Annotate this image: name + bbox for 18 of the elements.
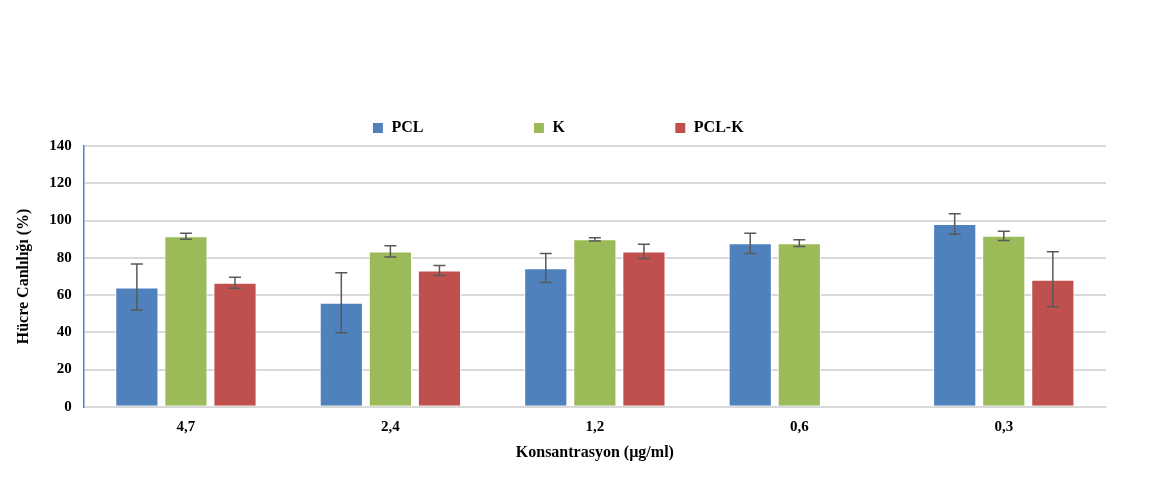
y-tick-label: 40 <box>56 323 72 340</box>
y-tick-label: 80 <box>56 248 72 265</box>
y-tick-label: 140 <box>49 136 72 153</box>
y-tick-label: 0 <box>64 397 72 414</box>
x-tick-label: 4,7 <box>176 417 196 434</box>
x-tick-label: 0,6 <box>789 417 810 434</box>
y-tick-label: 20 <box>56 360 72 377</box>
legend-label: K <box>552 118 566 136</box>
x-tick-label: 0,3 <box>994 417 1014 434</box>
y-axis-title: Hücre Canlılığı (%) <box>13 208 32 345</box>
y-tick-label: 120 <box>49 174 72 191</box>
x-tick-label: 2,4 <box>381 417 401 434</box>
legend-label: PCL-K <box>693 118 745 136</box>
y-tick-label: 100 <box>49 211 72 228</box>
legend-label: PCL <box>391 118 424 136</box>
x-axis-title: Konsantrasyon (µg/ml) <box>515 442 674 461</box>
x-tick-label: 1,2 <box>585 417 605 434</box>
y-tick-label: 60 <box>56 285 72 302</box>
